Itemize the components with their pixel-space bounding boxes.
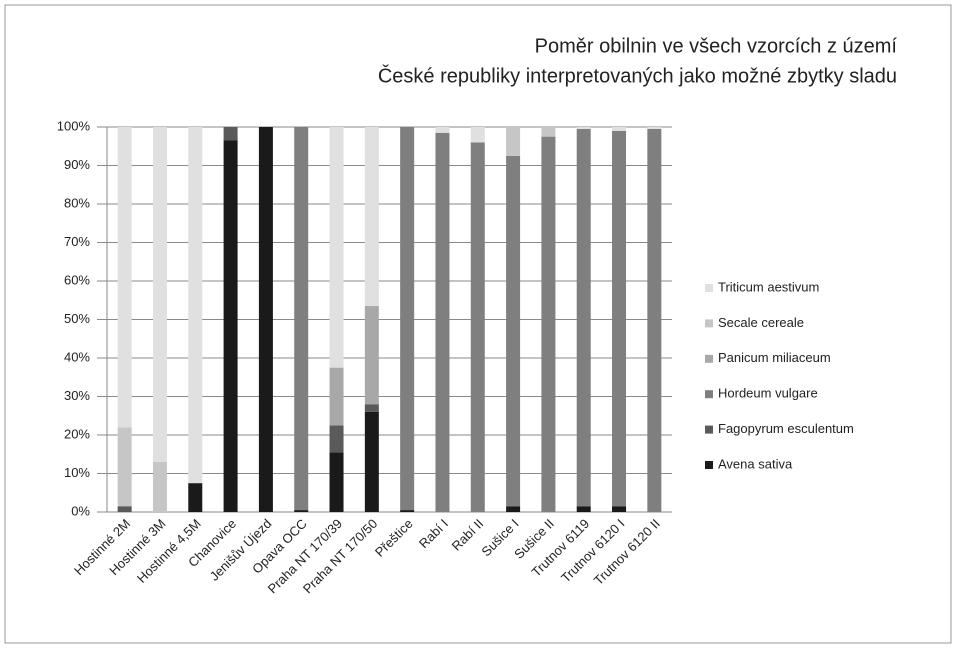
bar-segment [647, 127, 662, 129]
bar-segment [506, 155, 521, 507]
y-tick-label: 50% [64, 311, 90, 326]
bar-segment [329, 425, 344, 453]
chart-title: České republiky interpretovaných jako mo… [378, 64, 897, 87]
bar-segment [576, 506, 591, 512]
y-tick-label: 70% [64, 234, 90, 249]
bar-segment [117, 427, 132, 507]
bar-segment [117, 127, 132, 428]
bar-segment [400, 127, 415, 511]
bar-segment [435, 132, 450, 512]
bar-segment [506, 127, 521, 156]
legend-swatch [705, 390, 713, 399]
bar-segment [506, 506, 521, 512]
legend-label: Triticum aestivum [718, 279, 819, 294]
y-tick-label: 80% [64, 195, 90, 210]
y-tick-label: 90% [64, 157, 90, 172]
bar-segment [329, 127, 344, 368]
bar-segment [470, 142, 485, 512]
bar-segment [612, 130, 627, 507]
bar-segment [364, 306, 379, 405]
bar-segment [223, 140, 238, 512]
y-tick-label: 40% [64, 349, 90, 364]
bar-segment [541, 127, 556, 137]
y-tick-label: 60% [64, 272, 90, 287]
y-tick-label: 0% [71, 503, 90, 518]
bar-segment [364, 404, 379, 412]
bar-segment [541, 136, 556, 512]
legend-label: Hordeum vulgare [718, 386, 818, 401]
bar-segment [188, 483, 203, 512]
legend-label: Fagopyrum esculentum [718, 421, 854, 436]
bar-segment [612, 506, 627, 512]
bar-segment [188, 127, 203, 484]
bar-segment [612, 127, 627, 131]
chart-title: Poměr obilnin ve všech vzorcích z území [535, 35, 898, 57]
legend-swatch [705, 425, 713, 434]
bar-segment [400, 510, 415, 512]
legend-swatch [705, 461, 713, 469]
bar-segment [152, 461, 167, 512]
y-tick-label: 20% [64, 426, 90, 441]
bar-segment [152, 127, 167, 462]
legend-label: Panicum miliaceum [718, 350, 831, 365]
bar-segment [470, 127, 485, 143]
x-tick-label: Rabí I [416, 516, 451, 551]
bar-segment [364, 127, 379, 307]
bar-segment [258, 127, 273, 512]
bar-segment [435, 127, 450, 133]
y-tick-label: 30% [64, 388, 90, 403]
x-tick-label: Přeštice [372, 516, 416, 560]
chart-frame [4, 4, 952, 644]
y-tick-label: 10% [64, 465, 90, 480]
bar-segment [364, 411, 379, 512]
bar-segment [329, 367, 344, 426]
bar-segment [647, 128, 662, 513]
bar-segment [329, 452, 344, 512]
legend-swatch [705, 354, 713, 363]
y-tick-label: 100% [57, 118, 91, 133]
legend-label: Avena sativa [718, 456, 793, 471]
legend-label: Secale cereale [718, 315, 804, 330]
bar-segment [294, 127, 309, 511]
bar-segment [576, 128, 591, 507]
bar-segment [576, 127, 591, 129]
bar-segment [294, 510, 309, 512]
legend-swatch [705, 284, 713, 292]
bar-segment [223, 127, 238, 141]
legend-swatch [705, 319, 713, 328]
bar-segment [117, 506, 132, 512]
